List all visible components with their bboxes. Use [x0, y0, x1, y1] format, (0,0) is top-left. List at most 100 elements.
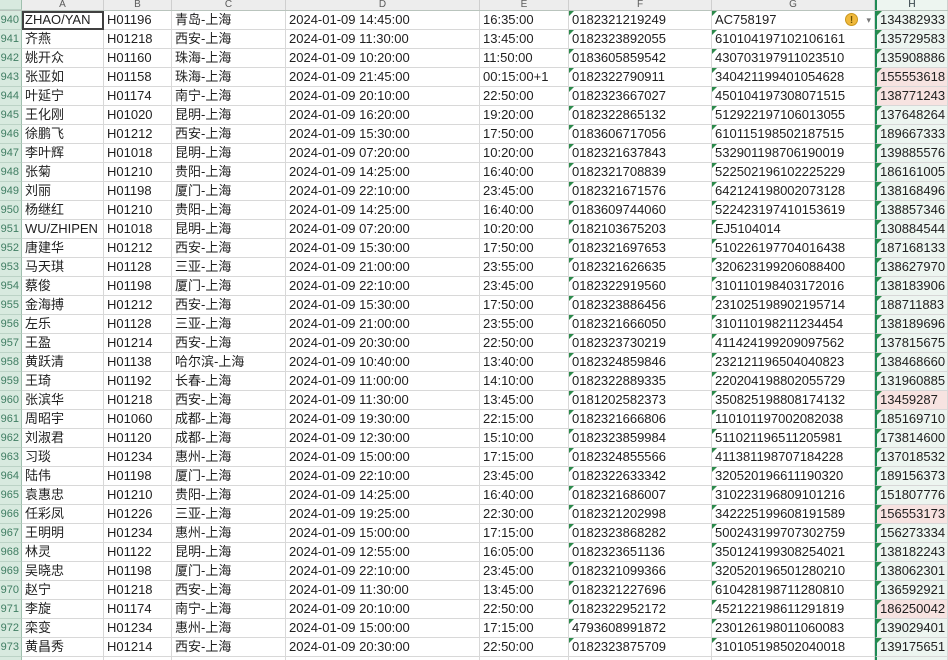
cell-depart-time[interactable]: 2024-01-09 22:10:00 [286, 467, 480, 486]
cell-id-number[interactable]: 512922197106013055 [712, 106, 875, 125]
cell-depart-time[interactable]: 2024-01-09 15:00:00 [286, 619, 480, 638]
cell-depart-time[interactable]: 2024-01-09 11:30:00 [286, 391, 480, 410]
cell-passenger-name[interactable]: 周昭宇 [22, 410, 104, 429]
cell-depart-time[interactable]: 2024-01-09 10:40:00 [286, 353, 480, 372]
cell-passenger-name[interactable]: 栾变 [22, 619, 104, 638]
cell-id-number[interactable]: 532901198706190019 [712, 144, 875, 163]
cell-flight-no[interactable]: H01128 [104, 258, 172, 277]
cell-arrive-time[interactable]: 13:45:00 [480, 391, 569, 410]
cell-phone-no[interactable]: 185169710 [875, 410, 948, 429]
cell-passenger-name[interactable]: 张滨华 [22, 391, 104, 410]
cell-route[interactable]: 惠州-上海 [172, 448, 286, 467]
cell-contact-no[interactable]: 0182324855566 [569, 448, 712, 467]
cell-contact-no[interactable]: 4793608991872 [569, 619, 712, 638]
cell-flight-no[interactable]: H01198 [104, 277, 172, 296]
row-header[interactable]: 944 [0, 87, 22, 106]
cell-arrive-time[interactable]: 13:45:00 [480, 581, 569, 600]
cell-phone-no[interactable]: 138627970 [875, 258, 948, 277]
cell-depart-time[interactable]: 2024-01-09 11:30:00 [286, 581, 480, 600]
cell-id-number[interactable]: 110101197002082038 [712, 410, 875, 429]
error-options-dropdown-icon[interactable]: ▾ [866, 15, 871, 25]
cell-arrive-time[interactable]: 10:20:00 [480, 220, 569, 239]
cell-arrive-time[interactable]: 16:40:00 [480, 486, 569, 505]
row-header[interactable]: 959 [0, 372, 22, 391]
cell-phone-no[interactable]: 130884544 [875, 220, 948, 239]
column-header-c[interactable]: C [172, 0, 286, 10]
column-header-e[interactable]: E [480, 0, 569, 10]
cell-route[interactable]: 长春-上海 [172, 372, 286, 391]
row-header[interactable]: 945 [0, 106, 22, 125]
cell-flight-no[interactable]: H01218 [104, 30, 172, 49]
cell-phone-no[interactable]: 151807776 [875, 486, 948, 505]
cell-route[interactable]: 珠海-上海 [172, 68, 286, 87]
row-header[interactable]: 952 [0, 239, 22, 258]
cell-depart-time[interactable]: 2024-01-09 16:20:00 [286, 106, 480, 125]
cell-contact-no[interactable]: 0182321626635 [569, 258, 712, 277]
cell-arrive-time[interactable]: 14:10:00 [480, 372, 569, 391]
cell-flight-no[interactable]: H01060 [104, 410, 172, 429]
cell-depart-time[interactable]: 2024-01-09 22:10:00 [286, 277, 480, 296]
cell-arrive-time[interactable]: 13:45:00 [480, 30, 569, 49]
row-header[interactable]: 951 [0, 220, 22, 239]
cell-contact-no[interactable]: 0182322790911 [569, 68, 712, 87]
cell-contact-no[interactable]: 0182322865132 [569, 106, 712, 125]
cell-route[interactable]: 西安-上海 [172, 391, 286, 410]
cell-arrive-time[interactable]: 17:15:00 [480, 448, 569, 467]
cell-phone-no[interactable]: 139885576 [875, 144, 948, 163]
cell-passenger-name[interactable]: 李叶辉 [22, 144, 104, 163]
cell-passenger-name[interactable]: 吴晓忠 [22, 562, 104, 581]
cell-flight-no[interactable]: H01174 [104, 600, 172, 619]
cell-contact-no[interactable]: 0183605859542 [569, 49, 712, 68]
cell-route[interactable]: 成都-上海 [172, 410, 286, 429]
cell-route[interactable]: 西安-上海 [172, 581, 286, 600]
cell-id-number[interactable]: 310110198211234454 [712, 315, 875, 334]
cell-route[interactable]: 西安-上海 [172, 638, 286, 657]
cell-depart-time[interactable]: 2024-01-09 19:30:00 [286, 410, 480, 429]
column-header-a[interactable]: A [22, 0, 104, 10]
cell-contact-no[interactable]: 0182321219249 [569, 11, 712, 30]
cell-arrive-time[interactable]: 11:50:00 [480, 49, 569, 68]
cell-flight-no[interactable]: H01198 [104, 467, 172, 486]
cell-arrive-time[interactable]: 10:20:00 [480, 144, 569, 163]
cell-route[interactable]: 厦门-上海 [172, 562, 286, 581]
cell-passenger-name[interactable]: 任彩凤 [22, 505, 104, 524]
cell-route[interactable]: 惠州-上海 [172, 524, 286, 543]
cell-passenger-name[interactable]: 徐鹏飞 [22, 125, 104, 144]
cell-id-number[interactable]: 230126198011060083 [712, 619, 875, 638]
cell-flight-no[interactable]: H01214 [104, 638, 172, 657]
cell-passenger-name[interactable]: 黄昌秀 [22, 638, 104, 657]
cell-id-number[interactable]: 452122198611291819 [712, 600, 875, 619]
cell-phone-no[interactable]: 138857346 [875, 201, 948, 220]
cell-flight-no[interactable]: H01122 [104, 543, 172, 562]
cell-passenger-name[interactable]: 王盈 [22, 334, 104, 353]
cell-passenger-name[interactable]: 刘淑君 [22, 429, 104, 448]
cell-phone-no[interactable]: 188711883 [875, 296, 948, 315]
cell-depart-time[interactable]: 2024-01-09 20:30:00 [286, 334, 480, 353]
cell-contact-no[interactable]: 0182321708839 [569, 163, 712, 182]
cell-id-number[interactable]: 500243199707302759 [712, 524, 875, 543]
cell-arrive-time[interactable] [480, 657, 569, 660]
cell-passenger-name[interactable]: 叶延宁 [22, 87, 104, 106]
cell-passenger-name[interactable]: 刘丽 [22, 182, 104, 201]
cell-passenger-name[interactable]: 杨继红 [22, 201, 104, 220]
cell-phone-no[interactable]: 135729583 [875, 30, 948, 49]
cell-passenger-name[interactable]: 张菊 [22, 163, 104, 182]
row-header[interactable]: 965 [0, 486, 22, 505]
cell-id-number[interactable]: 522423197410153619 [712, 201, 875, 220]
cell-phone-no[interactable]: 135908886 [875, 49, 948, 68]
row-header[interactable]: 941 [0, 30, 22, 49]
cell-depart-time[interactable]: 2024-01-09 21:45:00 [286, 68, 480, 87]
cell-arrive-time[interactable]: 23:45:00 [480, 562, 569, 581]
cell-contact-no[interactable]: 0182321686007 [569, 486, 712, 505]
cell-flight-no[interactable]: H01210 [104, 486, 172, 505]
cell-arrive-time[interactable]: 17:50:00 [480, 296, 569, 315]
cell-id-number[interactable]: 610428198711280810 [712, 581, 875, 600]
cell-route[interactable]: 昆明-上海 [172, 106, 286, 125]
row-header[interactable]: 960 [0, 391, 22, 410]
row-header[interactable]: 961 [0, 410, 22, 429]
row-header[interactable]: 969 [0, 562, 22, 581]
cell-passenger-name[interactable]: WU/ZHIPEN [22, 220, 104, 239]
cell-phone-no[interactable]: 155553618 [875, 68, 948, 87]
cell-depart-time[interactable]: 2024-01-09 22:10:00 [286, 182, 480, 201]
cell-contact-no[interactable]: 0182323886456 [569, 296, 712, 315]
